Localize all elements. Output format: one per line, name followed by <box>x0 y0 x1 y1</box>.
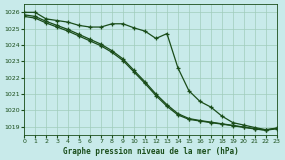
X-axis label: Graphe pression niveau de la mer (hPa): Graphe pression niveau de la mer (hPa) <box>63 147 238 156</box>
